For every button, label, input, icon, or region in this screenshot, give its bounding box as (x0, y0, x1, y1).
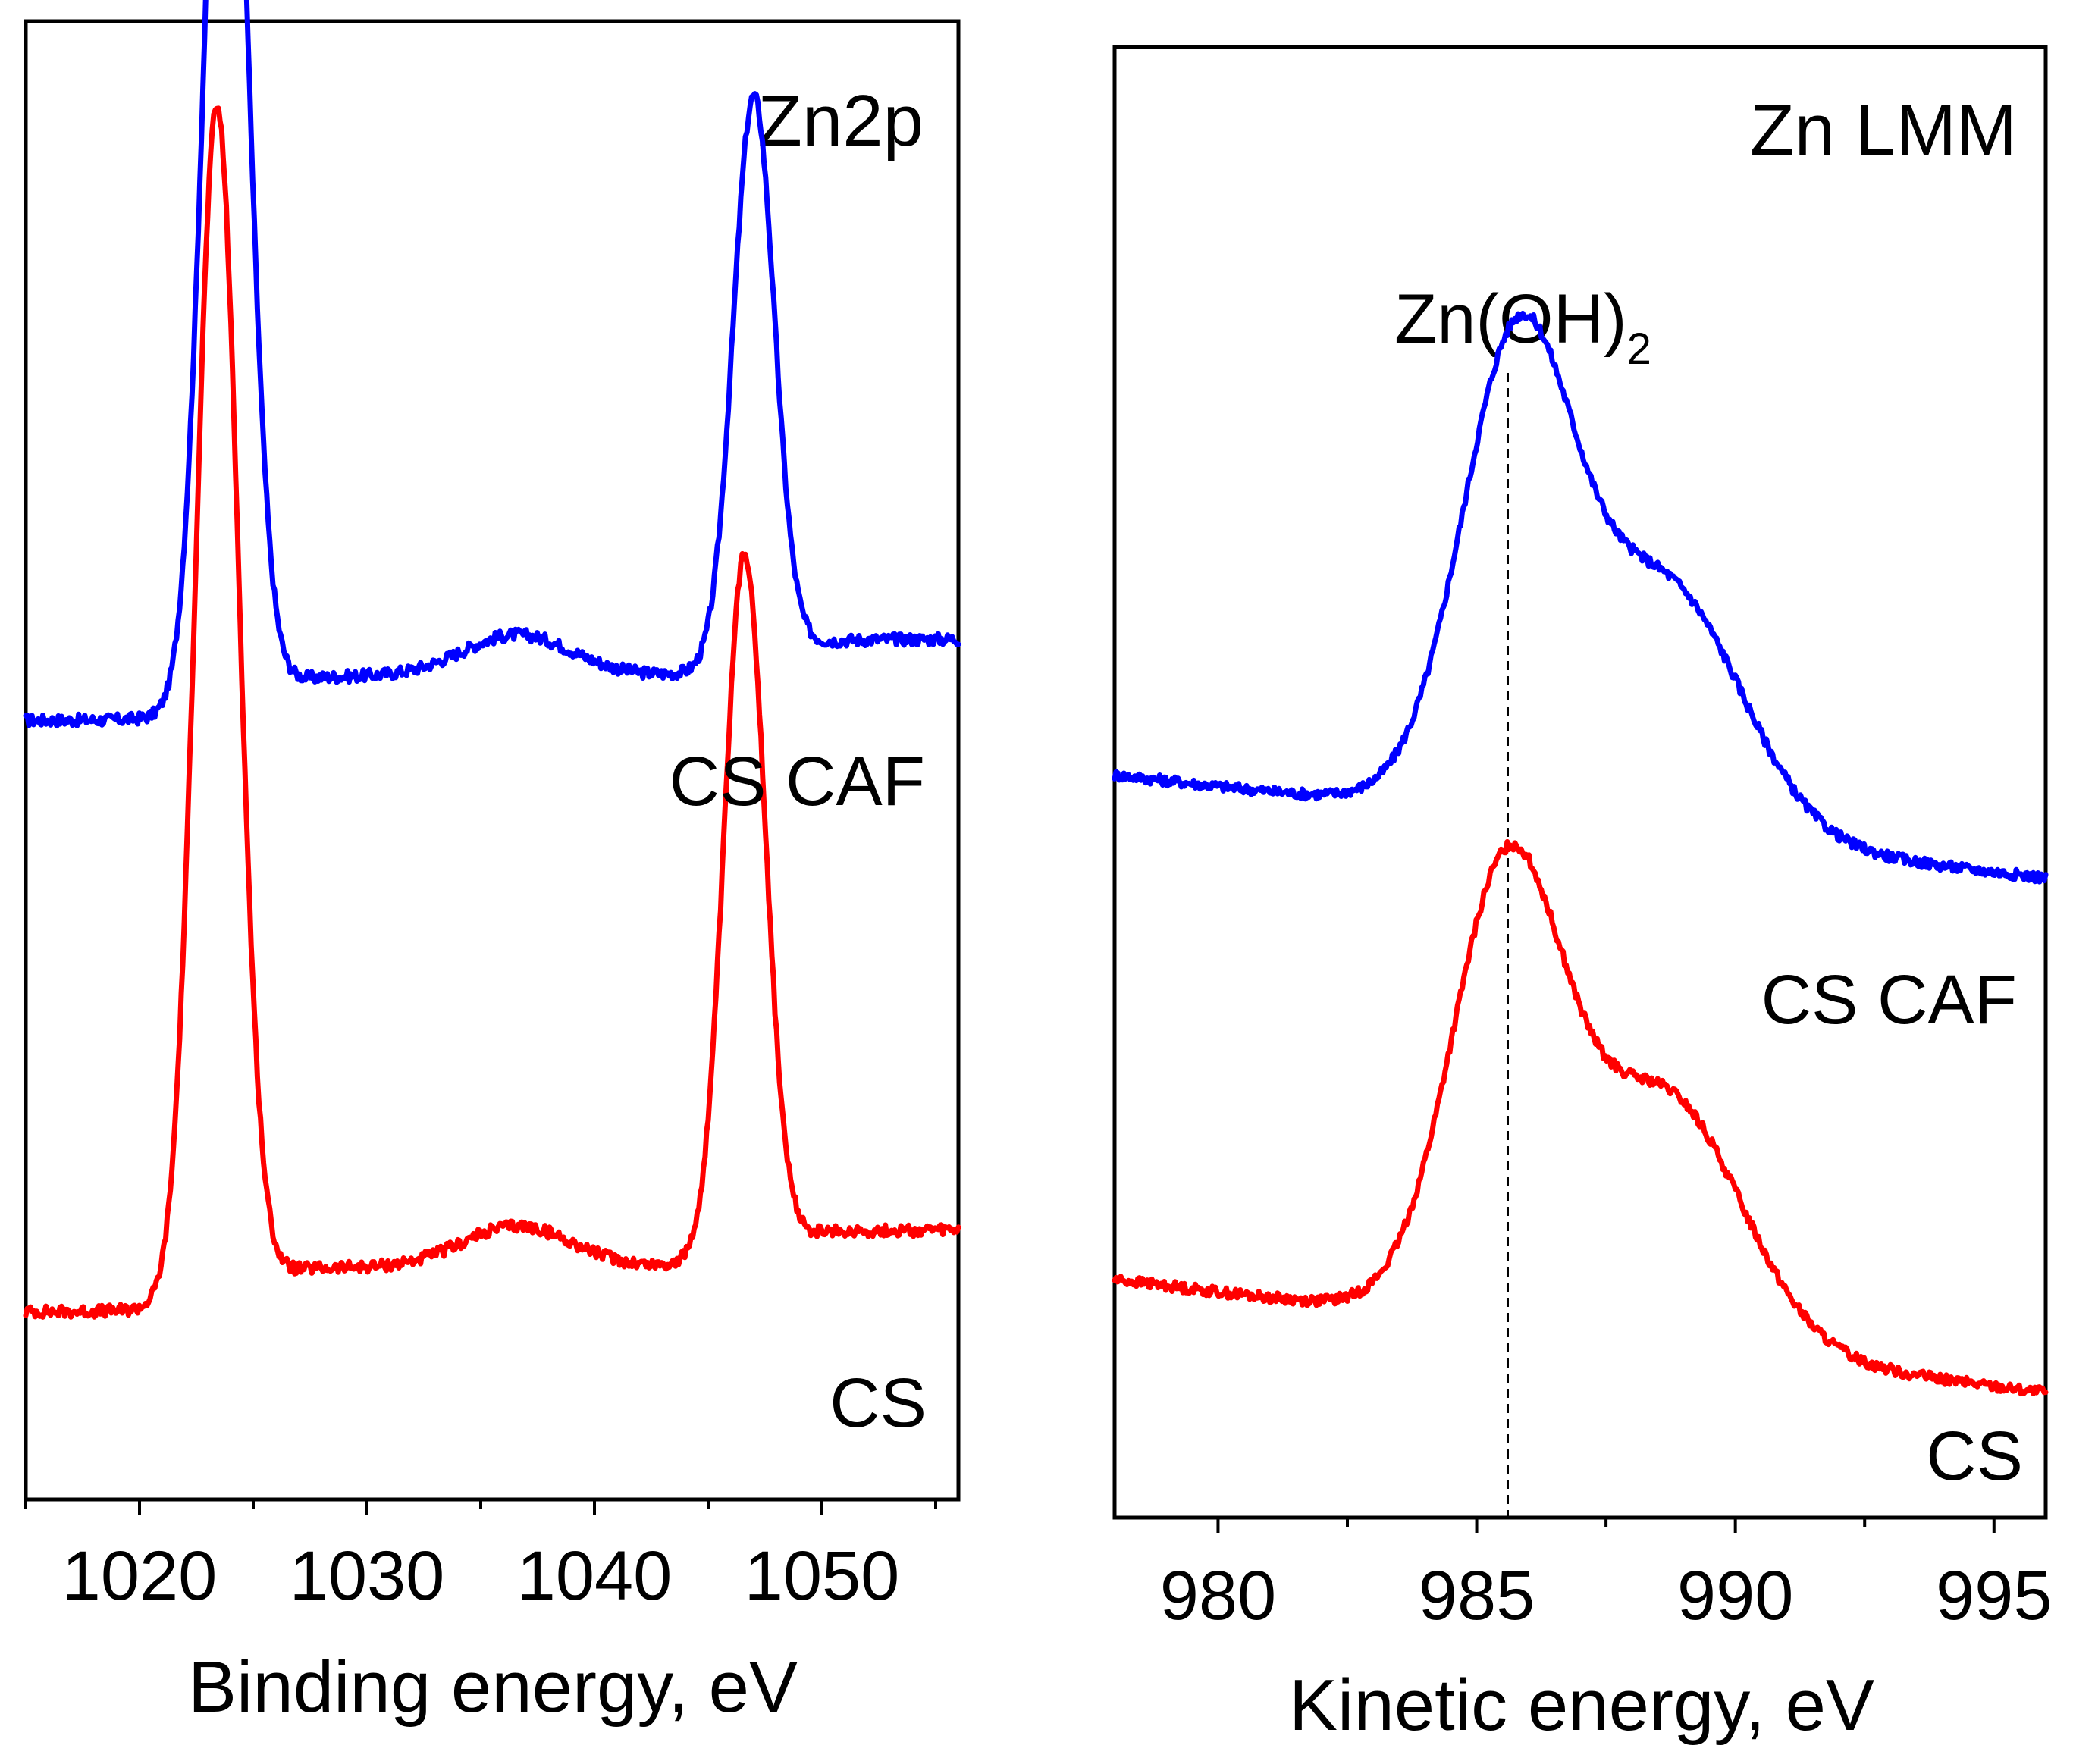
zn-oh2-annotation-label: Zn(OH)2 (1394, 280, 1651, 374)
zn2p-minor-ticks (24, 1499, 937, 1509)
zn-lmm-tick-label-995: 995 (1936, 1557, 2053, 1634)
zn2p-tick-label-1050: 1050 (745, 1537, 900, 1615)
zn2p-series-label-cs: CS (830, 1365, 927, 1442)
zn-lmm-series-cs-caf-line (1112, 311, 2049, 885)
zn2p-panel-title: Zn2p (757, 80, 924, 161)
zn2p-major-ticks (138, 1499, 823, 1515)
zn2p-series-cs-caf-line (23, 0, 961, 729)
zn-lmm-panel-title: Zn LMM (1750, 89, 2017, 171)
zn-lmm-panel: 980 985 990 995 Kinetic energy, eV Zn LM… (1112, 45, 2053, 1746)
zn-lmm-series-cs-line (1112, 839, 2049, 1397)
zn2p-tick-label-1040: 1040 (517, 1537, 673, 1615)
zn-lmm-series-label-cs: CS (1926, 1418, 2023, 1495)
zn-lmm-tick-labels: 980 985 990 995 (1160, 1557, 2053, 1634)
zn-lmm-series-label-cs-caf: CS CAF (1761, 961, 2017, 1039)
zn2p-tick-label-1020: 1020 (62, 1537, 218, 1615)
zn-lmm-minor-ticks (1346, 1518, 1867, 1527)
zn-lmm-plot-frame (1112, 45, 2048, 1520)
zn-lmm-tick-label-990: 990 (1677, 1557, 1794, 1634)
zn2p-tick-label-1030: 1030 (290, 1537, 445, 1615)
zn-oh2-annotation-subscript: 2 (1627, 324, 1651, 374)
zn2p-x-axis-label: Binding energy, eV (188, 1647, 798, 1728)
zn-lmm-tick-label-985: 985 (1419, 1557, 1535, 1634)
zn-lmm-tick-label-980: 980 (1160, 1557, 1277, 1634)
zn2p-series-cs-line (23, 105, 961, 1320)
zn2p-tick-labels: 1020 1030 1040 1050 (62, 1537, 900, 1615)
zn2p-series-label-cs-caf: CS CAF (670, 743, 925, 820)
zn2p-plot-frame (24, 19, 961, 1502)
zn-lmm-major-ticks (1216, 1518, 1996, 1533)
zn-lmm-x-axis-label: Kinetic energy, eV (1289, 1665, 1874, 1746)
zn2p-panel: 1020 1030 1040 1050 Binding energy, eV Z… (23, 0, 961, 1728)
